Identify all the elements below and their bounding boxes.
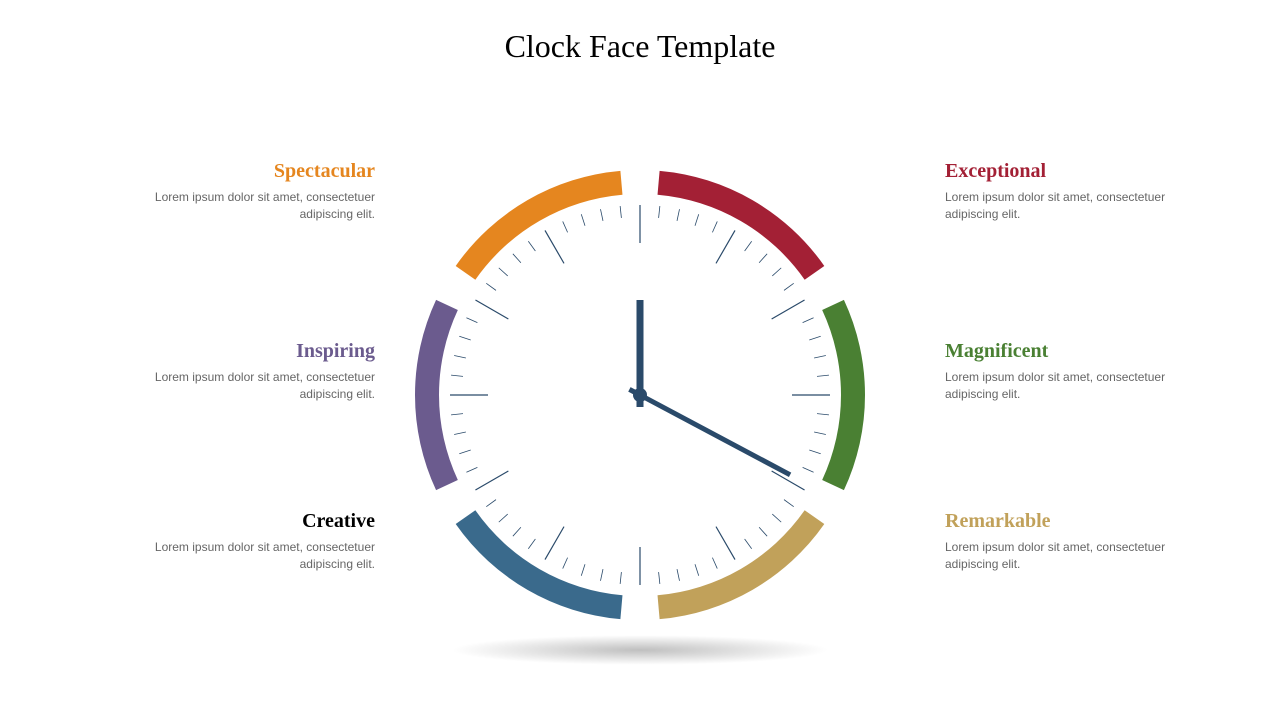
- minute-tick: [454, 432, 466, 434]
- minute-tick: [528, 241, 535, 251]
- clock-svg: [400, 155, 880, 635]
- segment-label-group: Creative Lorem ipsum dolor sit amet, cons…: [145, 510, 375, 573]
- segment-heading: Creative: [145, 510, 375, 533]
- hour-tick: [545, 230, 564, 263]
- minute-tick: [745, 241, 752, 251]
- minute-tick: [528, 539, 535, 549]
- minute-tick: [563, 221, 568, 232]
- segment-body-text: Lorem ipsum dolor sit amet, consectetuer…: [945, 539, 1175, 573]
- minute-tick: [620, 206, 621, 218]
- minute-tick: [620, 572, 621, 584]
- hour-tick: [716, 527, 735, 560]
- minute-tick: [759, 254, 767, 263]
- segment-heading: Magnificent: [945, 340, 1175, 363]
- minute-tick: [466, 318, 477, 323]
- segment-heading: Remarkable: [945, 510, 1175, 533]
- minute-tick: [499, 268, 508, 276]
- page-title: Clock Face Template: [0, 0, 1280, 65]
- segment-label-group: Remarkable Lorem ipsum dolor sit amet, co…: [945, 510, 1175, 573]
- clock-arc-segment: [456, 171, 623, 280]
- hour-tick: [475, 471, 508, 490]
- segment-body-text: Lorem ipsum dolor sit amet, consectetuer…: [145, 369, 375, 403]
- segment-label-group: Spectacular Lorem ipsum dolor sit amet, c…: [145, 160, 375, 223]
- minute-tick: [817, 375, 829, 376]
- minute-tick: [809, 336, 820, 340]
- clock-arc-segment: [456, 510, 623, 619]
- minute-tick: [459, 450, 470, 454]
- hour-tick: [475, 300, 508, 319]
- segment-body-text: Lorem ipsum dolor sit amet, consectetuer…: [145, 539, 375, 573]
- minute-tick: [784, 500, 794, 507]
- minute-tick: [659, 206, 660, 218]
- segment-body-text: Lorem ipsum dolor sit amet, consectetuer…: [945, 189, 1175, 223]
- minute-tick: [772, 514, 781, 522]
- minute-tick: [499, 514, 508, 522]
- minute-tick: [563, 558, 568, 569]
- minute-tick: [803, 318, 814, 323]
- segment-label-group: Exceptional Lorem ipsum dolor sit amet, c…: [945, 160, 1175, 223]
- minute-tick: [513, 254, 521, 263]
- minute-tick: [600, 569, 602, 581]
- minute-tick: [695, 564, 699, 575]
- minute-tick: [809, 450, 820, 454]
- minute-tick: [803, 467, 814, 472]
- clock-arc-segment: [658, 171, 825, 280]
- hour-tick: [716, 230, 735, 263]
- minute-tick: [712, 558, 717, 569]
- minute-tick: [451, 375, 463, 376]
- minute-tick: [712, 221, 717, 232]
- segment-body-text: Lorem ipsum dolor sit amet, consectetuer…: [145, 189, 375, 223]
- drop-shadow: [450, 635, 830, 665]
- clock-diagram: [400, 155, 880, 635]
- hour-tick: [772, 300, 805, 319]
- minute-tick: [677, 209, 679, 221]
- clock-hub: [633, 388, 647, 402]
- minute-tick: [451, 414, 463, 415]
- minute-hand: [629, 389, 790, 474]
- minute-tick: [814, 355, 826, 357]
- segment-heading: Exceptional: [945, 160, 1175, 183]
- minute-tick: [677, 569, 679, 581]
- minute-tick: [454, 355, 466, 357]
- minute-tick: [695, 214, 699, 225]
- minute-tick: [759, 527, 767, 536]
- minute-tick: [486, 283, 496, 290]
- minute-tick: [459, 336, 470, 340]
- clock-arc-segment: [658, 510, 825, 619]
- minute-tick: [745, 539, 752, 549]
- minute-tick: [581, 214, 585, 225]
- segment-body-text: Lorem ipsum dolor sit amet, consectetuer…: [945, 369, 1175, 403]
- hour-tick: [545, 527, 564, 560]
- minute-tick: [659, 572, 660, 584]
- minute-tick: [466, 467, 477, 472]
- minute-tick: [772, 268, 781, 276]
- segment-heading: Spectacular: [145, 160, 375, 183]
- segment-label-group: Magnificent Lorem ipsum dolor sit amet, c…: [945, 340, 1175, 403]
- minute-tick: [486, 500, 496, 507]
- minute-tick: [581, 564, 585, 575]
- segment-heading: Inspiring: [145, 340, 375, 363]
- minute-tick: [600, 209, 602, 221]
- segment-label-group: Inspiring Lorem ipsum dolor sit amet, con…: [145, 340, 375, 403]
- minute-tick: [817, 414, 829, 415]
- minute-tick: [513, 527, 521, 536]
- minute-tick: [814, 432, 826, 434]
- minute-tick: [784, 283, 794, 290]
